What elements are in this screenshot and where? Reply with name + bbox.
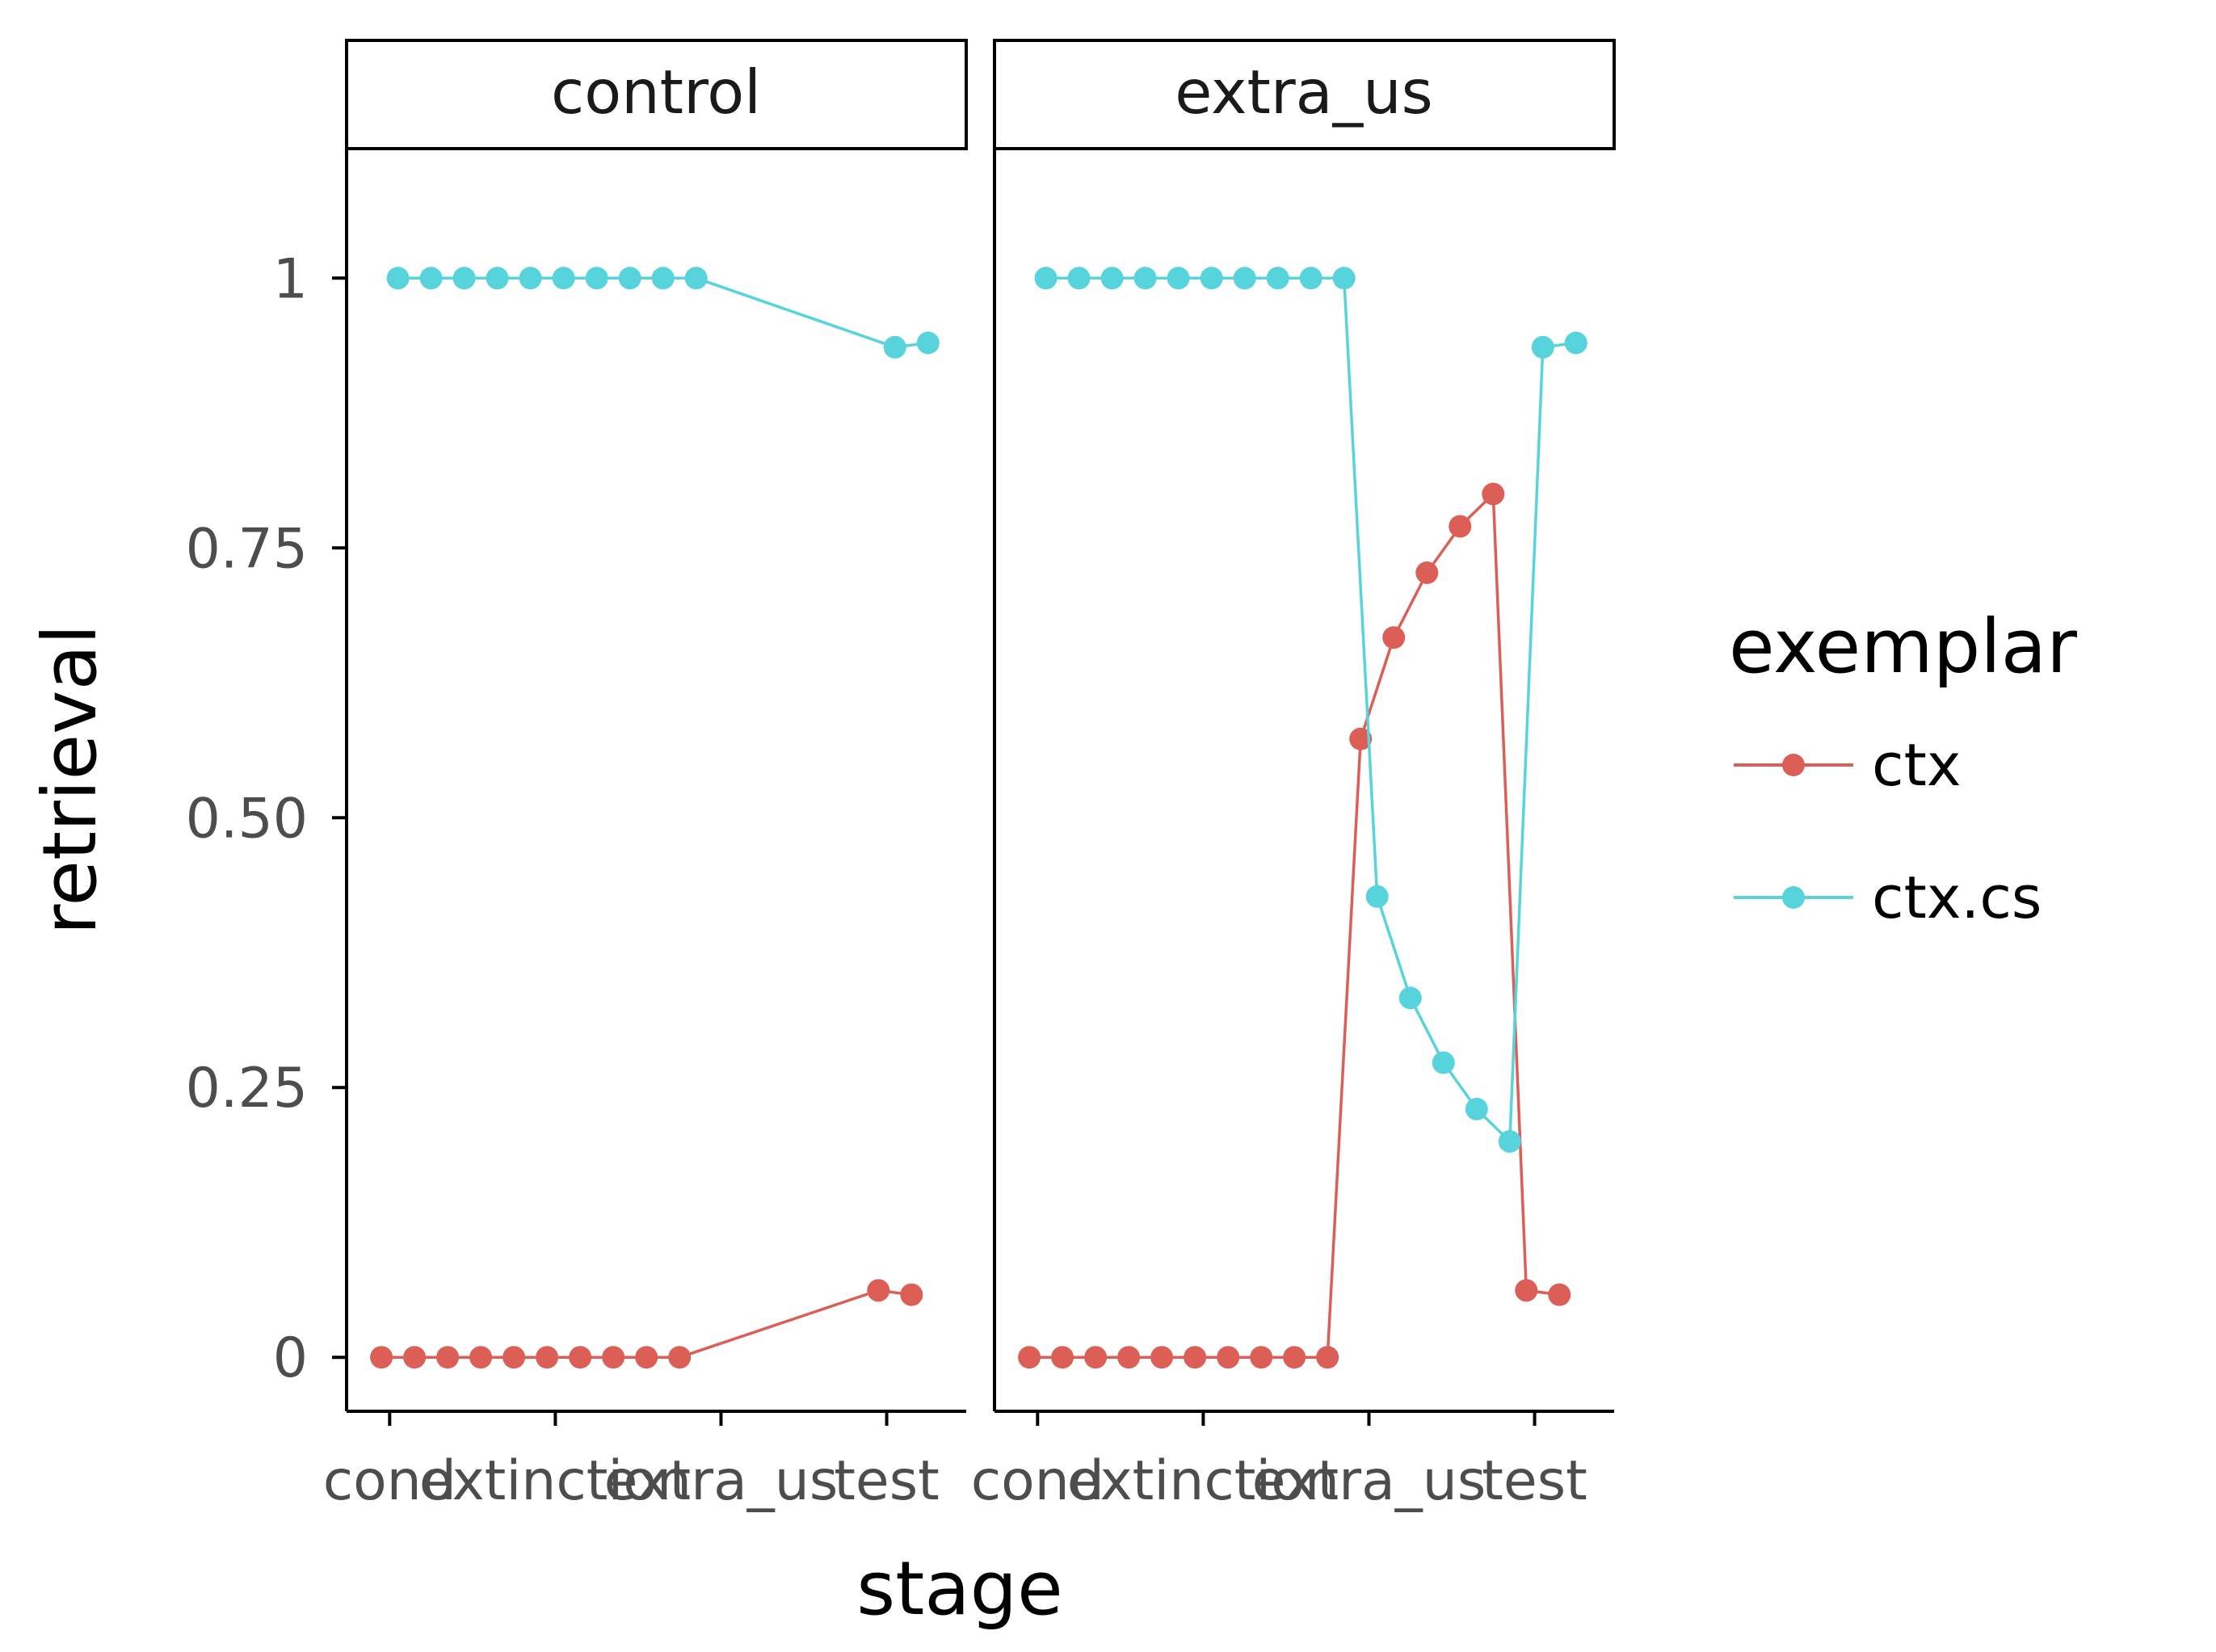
x-tick-label: test <box>1482 1449 1587 1513</box>
legend: exemplar ctx ctx.cs <box>1729 603 2077 931</box>
data-point-ctx-cs <box>1233 267 1256 290</box>
data-point-ctx-cs <box>1432 1051 1455 1074</box>
x-tick-label: extinction <box>419 1449 692 1513</box>
data-point-ctx-cs <box>1200 267 1223 290</box>
data-point-ctx <box>569 1346 592 1369</box>
data-point-ctx <box>900 1283 923 1306</box>
x-tick-label: extinction <box>1067 1449 1339 1513</box>
facet-strip-label: extra_us <box>1175 57 1433 128</box>
data-point-ctx <box>1117 1346 1141 1369</box>
data-point-ctx-cs <box>1498 1130 1521 1153</box>
data-point-ctx <box>1150 1346 1174 1369</box>
data-point-ctx <box>1515 1279 1538 1302</box>
data-point-ctx-cs <box>618 267 641 290</box>
x-tick-label: test <box>834 1449 940 1513</box>
panel-extra-us <box>1018 267 1587 1369</box>
data-point-ctx <box>1415 561 1439 584</box>
data-point-ctx <box>1084 1346 1108 1369</box>
data-point-ctx <box>1482 482 1505 506</box>
y-axis-title: retrieval <box>27 624 113 935</box>
legend-title: exemplar <box>1729 603 2077 690</box>
legend-key-point <box>1782 886 1805 909</box>
y-tick-label: 0 <box>273 1326 308 1390</box>
legend-key-point <box>1782 754 1805 776</box>
data-point-ctx <box>1018 1346 1041 1369</box>
data-point-ctx-cs <box>452 267 476 290</box>
data-point-ctx <box>502 1346 526 1369</box>
legend-label: ctx.cs <box>1872 864 2041 931</box>
x-axis-title: stage <box>856 1545 1062 1632</box>
data-point-ctx <box>1217 1346 1240 1369</box>
data-point-ctx-cs <box>883 335 906 359</box>
x-tick-label: extra_us <box>1252 1449 1486 1513</box>
data-point-ctx-cs <box>1465 1097 1488 1120</box>
data-point-ctx-cs <box>1365 885 1389 908</box>
facet-strip-extra-us: extra_us <box>993 39 1616 150</box>
data-point-ctx <box>867 1279 890 1302</box>
y-tick-label: 1 <box>273 247 308 311</box>
data-point-ctx <box>1051 1346 1074 1369</box>
data-point-ctx-cs <box>1034 267 1058 290</box>
axes <box>345 149 1614 1413</box>
facet-strip-label: control <box>551 57 761 128</box>
data-point-ctx <box>1250 1346 1273 1369</box>
data-point-ctx <box>370 1346 393 1369</box>
data-point-ctx <box>1449 515 1472 538</box>
data-point-ctx <box>436 1346 460 1369</box>
data-point-ctx <box>403 1346 427 1369</box>
legend-label: ctx <box>1872 731 1961 799</box>
x-tick-label: extra_us <box>604 1449 839 1513</box>
panel-control <box>370 267 940 1369</box>
facet-strip-control: control <box>345 39 968 150</box>
data-point-ctx-cs <box>486 267 509 290</box>
data-point-ctx-cs <box>1398 986 1422 1010</box>
data-point-ctx-cs <box>585 267 608 290</box>
data-point-ctx <box>536 1346 559 1369</box>
data-point-ctx-cs <box>1167 267 1190 290</box>
data-point-ctx-cs <box>916 331 940 355</box>
legend-entries: ctx ctx.cs <box>1734 731 2041 931</box>
data-point-ctx-cs <box>1531 335 1554 359</box>
data-point-ctx-cs <box>684 267 708 290</box>
data-point-ctx <box>668 1346 692 1369</box>
data-point-ctx <box>635 1346 658 1369</box>
data-point-ctx <box>1349 727 1373 750</box>
data-point-ctx-cs <box>1332 267 1356 290</box>
data-point-ctx-cs <box>1299 267 1322 290</box>
data-point-ctx-cs <box>1067 267 1091 290</box>
y-tick-label: 0.75 <box>186 517 308 581</box>
data-point-ctx-cs <box>651 267 675 290</box>
y-tick-label: 0.25 <box>186 1057 308 1120</box>
data-point-ctx-cs <box>1133 267 1157 290</box>
x-tick-label: cond <box>323 1449 456 1513</box>
data-point-ctx-cs <box>519 267 542 290</box>
data-point-ctx <box>469 1346 493 1369</box>
data-point-ctx-cs <box>419 267 443 290</box>
x-tick-label: cond <box>971 1449 1104 1513</box>
data-point-ctx-cs <box>552 267 575 290</box>
data-point-ctx-cs <box>386 267 410 290</box>
data-point-ctx <box>1382 626 1406 649</box>
y-tick-label: 0.50 <box>186 787 308 851</box>
data-point-ctx-cs <box>1564 331 1587 355</box>
data-point-ctx <box>1548 1283 1571 1306</box>
y-axis-ticks: 0 0.25 0.50 0.75 1 <box>186 247 347 1390</box>
data-point-ctx <box>1184 1346 1207 1369</box>
data-point-ctx <box>1283 1346 1306 1369</box>
data-point-ctx <box>602 1346 625 1369</box>
data-point-ctx-cs <box>1100 267 1124 290</box>
data-point-ctx-cs <box>1266 267 1289 290</box>
data-point-ctx <box>1316 1346 1339 1369</box>
